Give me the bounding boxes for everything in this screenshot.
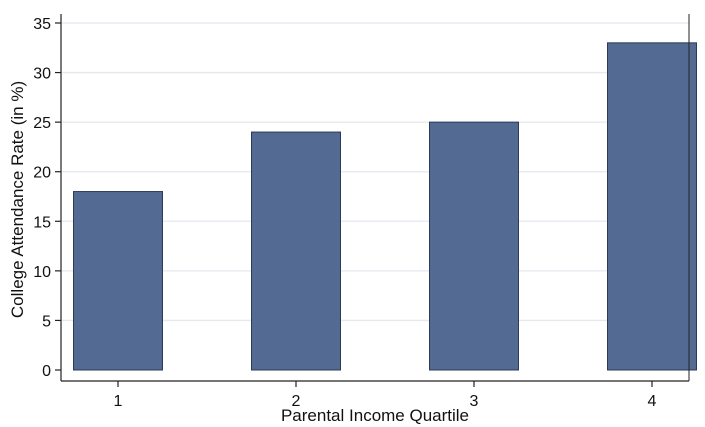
y-tick-label: 35 <box>33 16 51 33</box>
bar-2 <box>251 131 341 371</box>
bar-4 <box>607 42 697 371</box>
x-tick-label: 1 <box>114 393 123 410</box>
y-tick-label: 10 <box>33 264 51 281</box>
y-tick-label: 0 <box>42 363 51 380</box>
x-tick-label: 4 <box>648 393 657 410</box>
x-tick-label: 3 <box>470 393 479 410</box>
x-axis-ticks: 1 2 3 4 <box>114 381 657 410</box>
gridlines <box>61 22 689 322</box>
y-tick-label: 15 <box>33 214 51 231</box>
bars <box>73 42 697 371</box>
y-tick-label: 5 <box>42 313 51 330</box>
y-tick-label: 25 <box>33 115 51 132</box>
x-axis-title: Parental Income Quartile <box>281 406 469 425</box>
y-tick-label: 30 <box>33 66 51 83</box>
bar-3 <box>429 121 519 371</box>
x-tick-label: 2 <box>292 393 301 410</box>
y-tick-label: 20 <box>33 165 51 182</box>
bar-1 <box>73 191 163 371</box>
y-axis-title: College Attendance Rate (in %) <box>8 81 27 318</box>
y-axis-ticks: 0 5 10 15 20 25 30 35 <box>33 16 61 380</box>
